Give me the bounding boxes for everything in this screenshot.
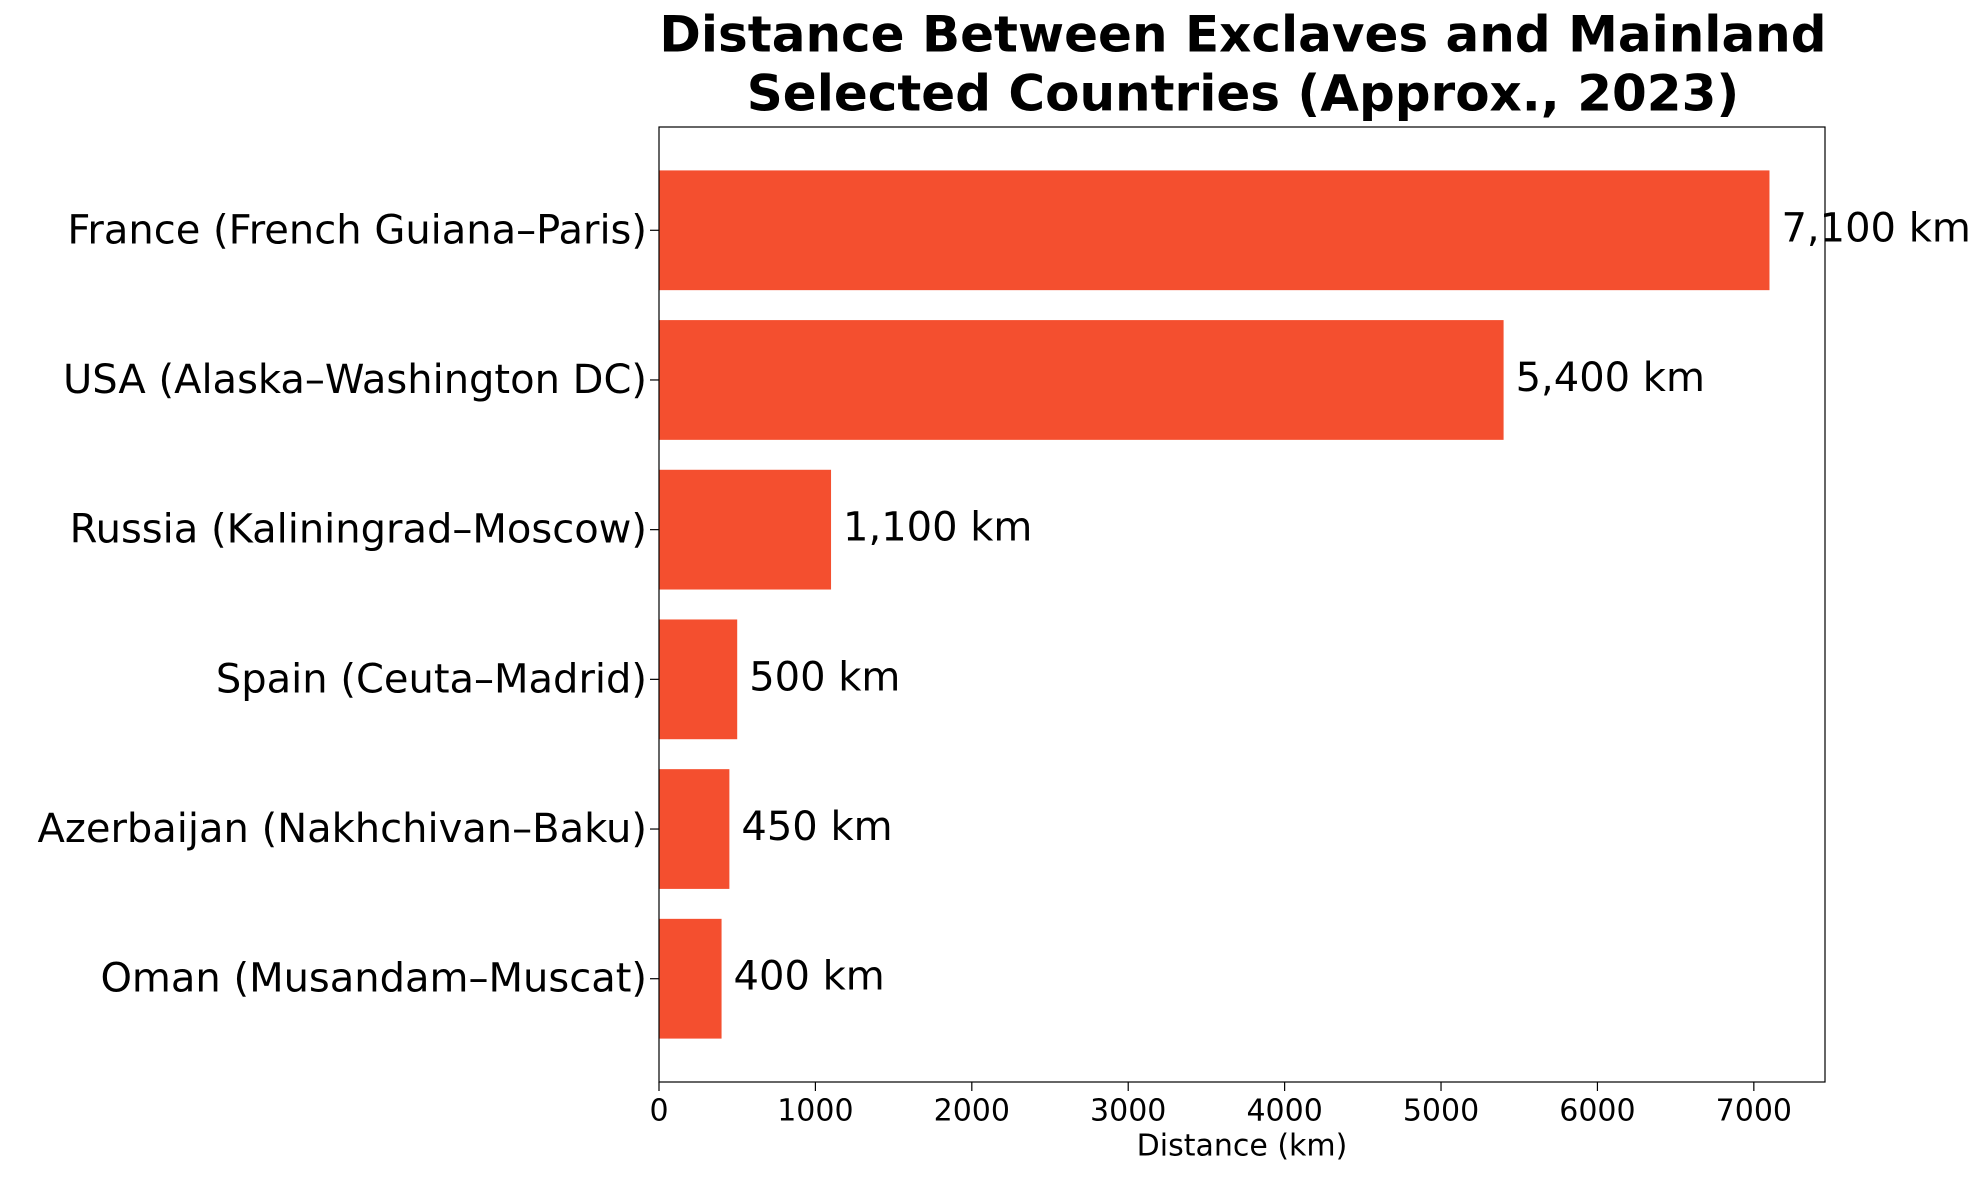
chart-title: Selected Countries (Approx., 2023) [747, 65, 1739, 123]
y-tick-label: Russia (Kaliningrad–Moscow) [70, 507, 647, 553]
chart-title: Distance Between Exclaves and Mainland [659, 6, 1826, 64]
bar [659, 619, 738, 740]
x-tick-label: 7000 [1716, 1094, 1792, 1129]
x-tick-label: 1000 [777, 1094, 853, 1129]
y-tick-label: Oman (Musandam–Muscat) [100, 956, 647, 1002]
value-label: 1,100 km [843, 505, 1032, 551]
bar [659, 918, 722, 1039]
value-label: 5,400 km [1516, 355, 1705, 401]
bar [659, 170, 1770, 291]
plot-frame [658, 126, 1826, 1083]
y-tick-label: Spain (Ceuta–Madrid) [216, 656, 647, 702]
x-tick-label: 4000 [1246, 1094, 1322, 1129]
x-tick-label: 0 [649, 1094, 668, 1129]
x-tick-label: 5000 [1403, 1094, 1479, 1129]
y-tick-label: Azerbaijan (Nakhchivan–Baku) [37, 806, 647, 852]
value-label: 7,100 km [1781, 205, 1970, 251]
x-tick-label: 3000 [1090, 1094, 1166, 1129]
value-label: 500 km [749, 654, 900, 700]
x-tick-label: 2000 [934, 1094, 1010, 1129]
x-axis-label: Distance (km) [1137, 1129, 1348, 1164]
x-tick-label: 6000 [1559, 1094, 1635, 1129]
bar [659, 469, 832, 590]
value-label: 400 km [734, 954, 885, 1000]
bar [659, 769, 730, 889]
y-tick-label: France (French Guiana–Paris) [67, 207, 647, 253]
y-tick-label: USA (Alaska–Washington DC) [63, 357, 647, 403]
value-label: 450 km [741, 804, 892, 850]
bar [659, 320, 1504, 440]
